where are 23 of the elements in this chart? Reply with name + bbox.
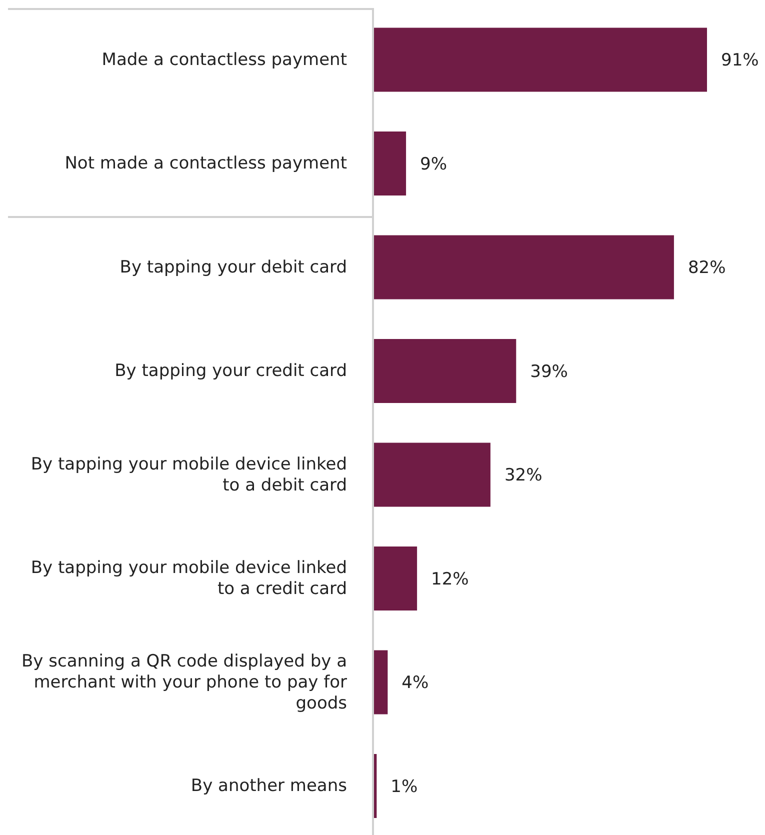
y-tick-label: By tapping your credit card [114, 361, 347, 382]
data-label: 1% [390, 776, 418, 797]
y-tick-label: Not made a contactless payment [64, 154, 348, 174]
y-tick-label: By tapping your mobile device linked to a debit card [30, 454, 347, 496]
y-tick-label: By scanning a QR code displayed by a merchant with your phone to pay for goods [22, 651, 348, 714]
bar [373, 546, 418, 610]
bar [373, 650, 388, 714]
bar [373, 338, 516, 403]
y-tick-label: By another means [190, 776, 348, 796]
bar [373, 131, 406, 196]
y-tick-label: Made a contactless payment [102, 50, 348, 70]
data-label: 91% [721, 50, 759, 71]
data-label: 32% [504, 466, 542, 486]
data-label: 12% [431, 569, 469, 590]
data-label: 9% [420, 154, 448, 174]
y-tick-label: By tapping your mobile device linked to a credit card [30, 558, 347, 600]
data-label: 39% [530, 362, 568, 382]
data-label: 4% [402, 673, 429, 694]
data-label: 82% [688, 258, 726, 278]
bar [373, 235, 674, 300]
bar [373, 442, 490, 507]
bar [373, 28, 707, 92]
y-tick-label: By tapping your debit card [120, 257, 347, 278]
